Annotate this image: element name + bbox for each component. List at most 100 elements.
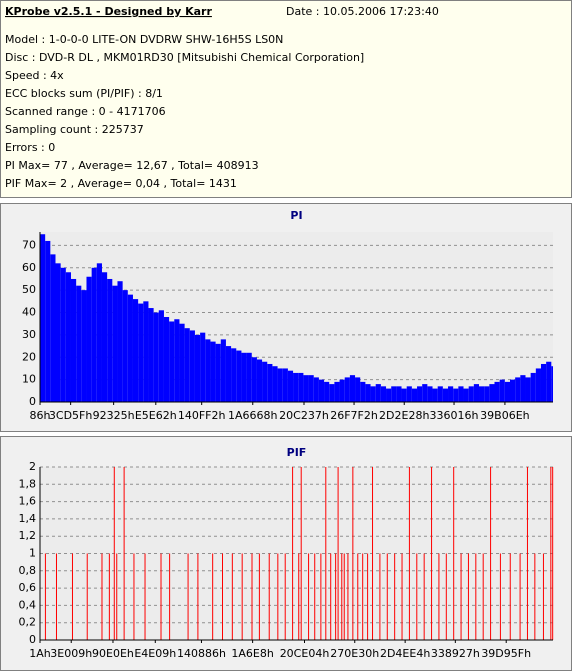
bar <box>277 368 283 402</box>
y-tick-label: 20 <box>22 350 36 363</box>
x-tick-label: 39D95Fh <box>481 647 531 660</box>
bar <box>44 553 46 640</box>
bar <box>50 254 56 402</box>
bar <box>320 553 322 640</box>
bar <box>330 553 332 640</box>
bar <box>169 321 175 402</box>
bar <box>262 361 268 402</box>
info-line: ECC blocks sum (PI/PIF) : 8/1 <box>5 87 163 100</box>
bar <box>504 381 510 402</box>
bar <box>479 386 485 402</box>
bar <box>160 553 162 640</box>
bar <box>236 350 242 402</box>
bar <box>489 384 495 402</box>
bar <box>107 278 113 402</box>
bar <box>127 294 133 402</box>
app-title: KProbe v2.5.1 - Designed by Karr <box>5 5 212 18</box>
bar <box>525 377 531 402</box>
bar <box>325 467 327 640</box>
y-tick-label: 40 <box>22 306 36 319</box>
bar <box>453 388 459 402</box>
bar <box>468 386 474 402</box>
x-tick-label: 140FF2h <box>178 409 226 422</box>
bar <box>246 352 252 402</box>
x-tick-label: 3CD5Fh <box>49 409 92 422</box>
scan-date: Date : 10.05.2006 17:23:40 <box>286 5 439 18</box>
bar <box>293 372 299 402</box>
bar <box>360 381 366 402</box>
bar <box>303 375 309 402</box>
bar <box>482 553 484 640</box>
bar <box>490 467 492 640</box>
bar <box>210 341 216 402</box>
x-tick-label: 20C237h <box>279 409 329 422</box>
bar <box>416 553 418 640</box>
bar <box>411 388 418 402</box>
bar <box>212 553 214 640</box>
x-tick-label: 20CE04h <box>280 647 330 660</box>
bar <box>194 334 201 402</box>
bar <box>438 553 440 640</box>
bar <box>344 377 350 402</box>
bar <box>499 379 505 402</box>
bar <box>314 553 316 640</box>
bar <box>101 272 108 402</box>
info-line: Disc : DVD-R DL , MKM01RD30 [Mitsubishi … <box>5 51 364 64</box>
bar <box>422 384 428 402</box>
y-tick-label: 1,6 <box>19 495 37 508</box>
bar <box>308 553 310 640</box>
y-tick-label: 1,8 <box>19 477 37 490</box>
bar <box>116 553 118 640</box>
bar <box>442 388 449 402</box>
bar <box>313 377 319 402</box>
x-tick-label: 270E30h <box>330 647 379 660</box>
bar <box>365 384 371 402</box>
bar <box>292 467 294 640</box>
bar <box>45 240 51 402</box>
x-tick-label: 336016h <box>430 409 479 422</box>
bar <box>251 357 257 402</box>
bar <box>431 467 433 640</box>
bar <box>526 467 528 640</box>
bar <box>329 384 335 402</box>
bar <box>148 308 154 402</box>
bar <box>308 375 314 402</box>
bar <box>158 310 164 402</box>
bar <box>341 553 343 640</box>
bar <box>408 467 410 640</box>
bar <box>184 328 190 402</box>
bar <box>282 368 288 402</box>
bar <box>467 553 469 640</box>
bar <box>401 553 403 640</box>
x-tick-label: 1A6668h <box>228 409 278 422</box>
bar <box>515 377 521 402</box>
bar <box>530 372 536 402</box>
y-tick-label: 0 <box>29 633 36 646</box>
bar <box>499 553 501 640</box>
chart-title: PIF <box>287 446 307 459</box>
bar <box>391 386 397 402</box>
bar <box>334 381 340 402</box>
bar <box>551 366 553 402</box>
info-line: Model : 1-0-0-0 LITE-ON DVDRW SHW-16H5S … <box>5 33 283 46</box>
x-tick-label: 26F7F2h <box>330 409 378 422</box>
bar <box>200 332 206 402</box>
bar <box>445 553 447 640</box>
bar <box>221 553 223 640</box>
bar <box>272 366 278 402</box>
bar <box>268 553 270 640</box>
bar <box>144 553 146 640</box>
bar <box>437 386 443 402</box>
bar <box>550 467 552 640</box>
y-tick-label: 1,2 <box>19 529 37 542</box>
bar <box>277 553 279 640</box>
bar <box>300 467 302 640</box>
bar <box>379 553 381 640</box>
bar <box>179 323 185 402</box>
bar <box>241 553 243 640</box>
bar <box>484 386 490 402</box>
bar <box>205 339 211 402</box>
x-tick-label: 90E0Eh <box>92 647 134 660</box>
bar <box>372 467 374 640</box>
